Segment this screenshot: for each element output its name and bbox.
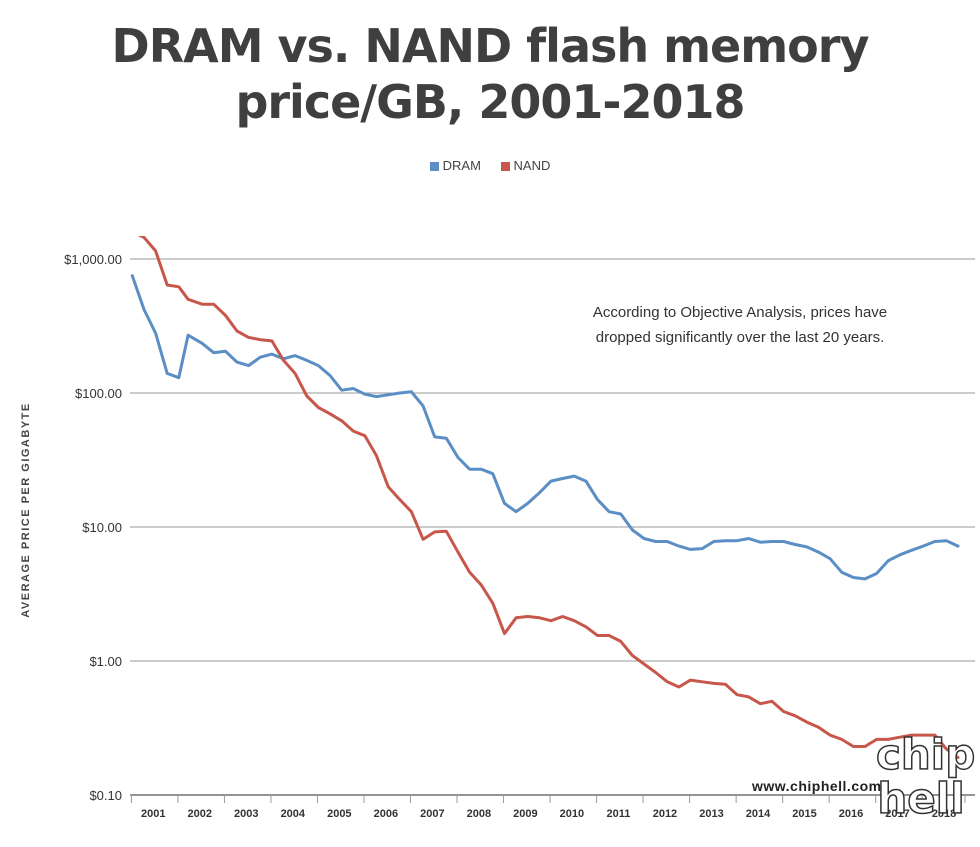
gridlines bbox=[130, 258, 975, 796]
watermark-text: www.chiphell.com bbox=[752, 778, 882, 794]
x-axis: 2001 2002 2003 2004 2005 2006 2007 2008 2009 2010… bbox=[130, 795, 966, 820]
x-tick-label: 2017 bbox=[885, 808, 909, 820]
x-tick-label: 2016 bbox=[839, 808, 863, 820]
chart-legend: DRAM NAND bbox=[0, 158, 980, 173]
y-tick-label: $1.00 bbox=[89, 654, 122, 669]
chart-title-line-2: price/GB, 2001-2018 bbox=[235, 75, 745, 129]
x-tick-label: 2008 bbox=[467, 808, 491, 820]
x-tick-label: 2002 bbox=[188, 808, 212, 820]
chart-title: DRAM vs. NAND flash memory price/GB, 200… bbox=[0, 18, 980, 130]
y-tick-label: $0.10 bbox=[89, 788, 122, 803]
x-tick-label: 2012 bbox=[653, 808, 677, 820]
series-line-nand bbox=[137, 236, 960, 760]
legend-item-nand: NAND bbox=[500, 158, 551, 173]
x-tick-label: 2004 bbox=[281, 808, 306, 820]
x-tick-label: 2015 bbox=[792, 808, 816, 820]
y-tick-labels: $1,000.00 $100.00 $10.00 $1.00 $0.10 bbox=[64, 252, 122, 803]
x-tick-label: 2007 bbox=[420, 808, 444, 820]
x-tick-label: 2009 bbox=[513, 808, 537, 820]
chart-annotation: According to Objective Analysis, prices … bbox=[593, 304, 887, 346]
annotation-line-1: According to Objective Analysis, prices … bbox=[593, 304, 887, 321]
legend-label-nand: NAND bbox=[513, 158, 551, 173]
y-tick-label: $1,000.00 bbox=[64, 252, 122, 267]
watermark-logo: chip hell bbox=[875, 730, 976, 823]
legend-swatch-dram bbox=[429, 162, 439, 171]
x-tick-label: 2014 bbox=[746, 808, 771, 820]
x-tick-label: 2001 bbox=[141, 808, 165, 820]
y-tick-label: $100.00 bbox=[75, 386, 122, 401]
data-series bbox=[130, 236, 960, 760]
chart-title-line-1: DRAM vs. NAND flash memory bbox=[111, 19, 870, 73]
x-tick-label: 2011 bbox=[607, 808, 631, 820]
x-tick-label: 2005 bbox=[327, 808, 351, 820]
y-tick-label: $10.00 bbox=[82, 520, 122, 535]
series-line-dram bbox=[130, 274, 960, 581]
x-tick-label: 2006 bbox=[374, 808, 398, 820]
legend-item-dram: DRAM bbox=[429, 158, 481, 173]
x-tick-label: 2003 bbox=[234, 808, 258, 820]
x-tick-label: 2013 bbox=[699, 808, 723, 820]
x-tick-label: 2010 bbox=[560, 808, 584, 820]
x-tick-label: 2018 bbox=[932, 808, 956, 820]
annotation-line-2: dropped significantly over the last 20 y… bbox=[596, 329, 885, 346]
legend-swatch-nand bbox=[500, 162, 510, 171]
legend-label-dram: DRAM bbox=[442, 158, 481, 173]
